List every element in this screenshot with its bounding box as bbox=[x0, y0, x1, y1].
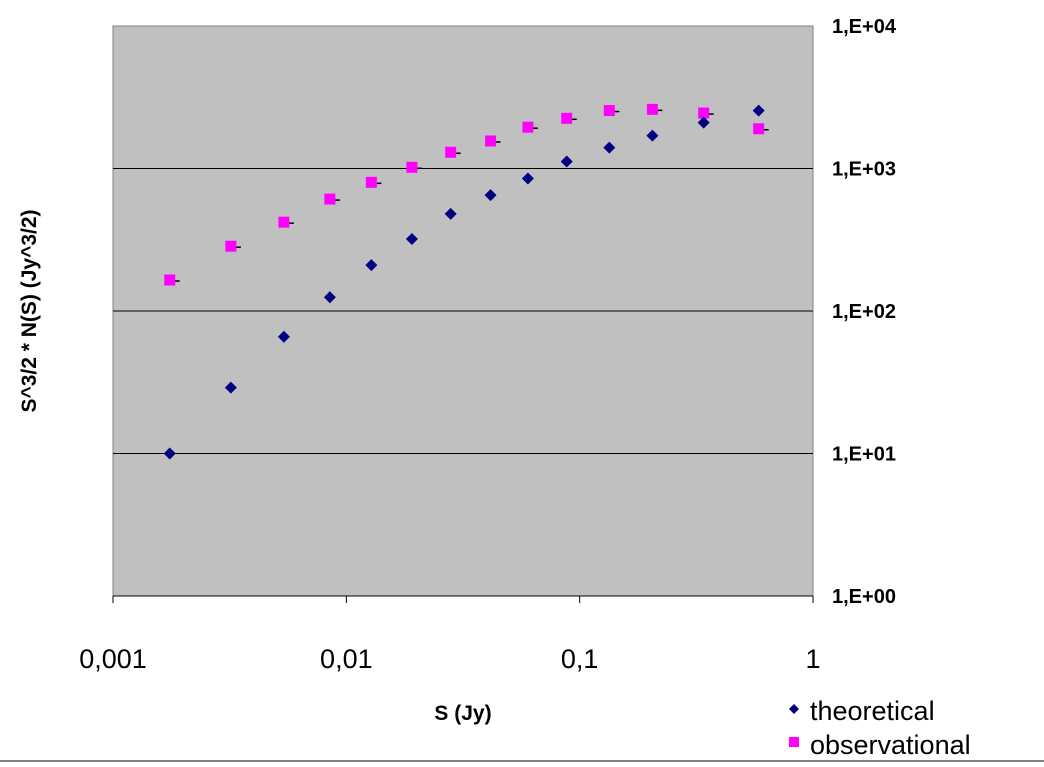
legend-observational-label: observational bbox=[810, 730, 971, 760]
observational-point bbox=[753, 123, 765, 135]
theoretical-point bbox=[646, 129, 659, 142]
observational-point bbox=[445, 146, 457, 158]
x-tick-label: 1 bbox=[805, 644, 820, 674]
y-tick-label: 1,E+04 bbox=[832, 16, 897, 38]
observational-point bbox=[324, 193, 336, 205]
observational-point bbox=[365, 176, 377, 188]
x-tick-label: 0,1 bbox=[561, 644, 599, 674]
observational-point bbox=[225, 240, 237, 252]
theoretical-point bbox=[224, 381, 237, 394]
theoretical-point bbox=[560, 155, 573, 168]
x-tick-label: 0,001 bbox=[79, 644, 147, 674]
theoretical-point bbox=[444, 207, 457, 220]
x-axis-title: S (Jy) bbox=[434, 702, 491, 725]
theoretical-point bbox=[163, 447, 176, 460]
x-tick-label: 0,01 bbox=[320, 644, 373, 674]
observational-point bbox=[603, 105, 615, 117]
theoretical-point bbox=[484, 189, 497, 202]
legend-theoretical-marker bbox=[789, 704, 799, 714]
data-markers bbox=[163, 103, 769, 460]
legend: theoretical observational bbox=[789, 696, 971, 760]
theoretical-point bbox=[752, 104, 765, 117]
observational-point bbox=[698, 107, 710, 119]
legend-theoretical-label: theoretical bbox=[810, 696, 935, 726]
theoretical-point bbox=[365, 259, 378, 272]
y-axis-tick-labels: 1,E+00 1,E+01 1,E+02 1,E+03 1,E+04 bbox=[832, 16, 897, 608]
theoretical-point bbox=[697, 116, 710, 129]
theoretical-point bbox=[603, 141, 616, 154]
y-tick-label: 1,E+02 bbox=[832, 301, 896, 323]
y-tick-label: 1,E+00 bbox=[832, 586, 896, 608]
observational-point bbox=[522, 121, 534, 133]
theoretical-point bbox=[521, 172, 534, 185]
observational-point bbox=[561, 112, 573, 124]
x-axis: 0,001 0,01 0,1 1 bbox=[79, 595, 821, 674]
theoretical-point bbox=[277, 330, 290, 343]
legend-observational-marker bbox=[789, 737, 799, 747]
observational-point bbox=[646, 103, 658, 115]
gridlines bbox=[113, 168, 813, 454]
observational-point bbox=[278, 216, 290, 228]
observational-point bbox=[485, 135, 497, 147]
theoretical-point bbox=[323, 291, 336, 304]
observational-point bbox=[406, 161, 418, 173]
y-tick-label: 1,E+03 bbox=[832, 159, 896, 181]
observational-point bbox=[164, 274, 176, 286]
theoretical-point bbox=[405, 233, 418, 246]
y-axis-title: S^3/2 * N(S) (Jy^3/2) bbox=[18, 209, 41, 412]
y-tick-label: 1,E+01 bbox=[832, 444, 896, 466]
